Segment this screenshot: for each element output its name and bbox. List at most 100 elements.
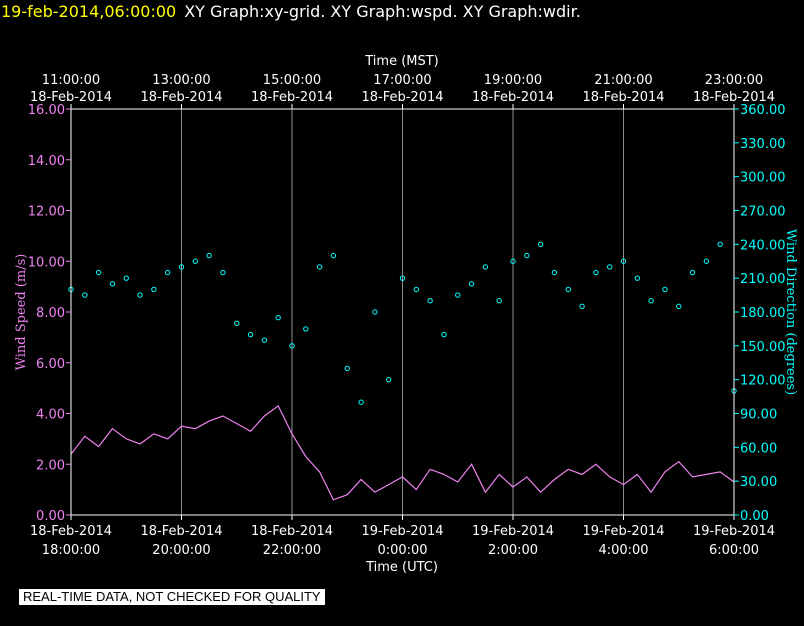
- axes: Time (MST) Time (UTC) Wind Speed (m/s) W…: [14, 54, 798, 575]
- right-tick-label: 120.00: [740, 374, 786, 389]
- wind-direction-point: [689, 269, 696, 276]
- wind-direction-point: [220, 269, 226, 276]
- bottom-tick-date: 18-Feb-2014: [30, 524, 112, 539]
- wind-direction-point: [593, 269, 599, 276]
- wind-direction-point: [137, 292, 143, 298]
- wind-direction-point: [289, 343, 295, 349]
- wind-direction-point: [496, 298, 502, 304]
- bottom-tick-time: 0:00:00: [377, 543, 427, 558]
- right-tick-label: 240.00: [740, 238, 786, 253]
- top-tick-date: 18-Feb-2014: [582, 90, 664, 105]
- wind-direction-point: [482, 264, 489, 270]
- bottom-axis-label: Time (UTC): [365, 560, 438, 575]
- wind-direction-point: [510, 258, 516, 264]
- left-tick-label: 14.00: [28, 154, 65, 169]
- left-tick-label: 12.00: [28, 205, 65, 220]
- wind-direction-point: [275, 314, 281, 321]
- wind-direction-point: [455, 292, 461, 298]
- header-datetime: 19-feb-2014,06:00:00: [1, 2, 177, 21]
- bottom-tick-time: 4:00:00: [598, 543, 648, 558]
- top-tick-date: 18-Feb-2014: [693, 90, 775, 105]
- wind-direction-point: [261, 337, 268, 343]
- wind-direction-point: [151, 286, 157, 293]
- wind-direction-point: [123, 275, 129, 281]
- wind-direction-point: [385, 376, 392, 383]
- wind-direction-point: [468, 281, 475, 287]
- wind-direction-point: [234, 320, 240, 326]
- right-tick-label: 360.00: [740, 103, 786, 118]
- bottom-tick-date: 18-Feb-2014: [140, 524, 222, 539]
- left-tick-label: 4.00: [36, 408, 65, 423]
- wind-direction-point: [676, 303, 682, 310]
- wind-direction-point: [95, 269, 102, 276]
- bottom-tick-date: 19-Feb-2014: [361, 524, 443, 539]
- wind-direction-point: [330, 252, 337, 259]
- wind-direction-point: [648, 298, 654, 304]
- wind-direction-point: [579, 303, 585, 310]
- header-graph-list: XY Graph:xy-grid. XY Graph:wspd. XY Grap…: [184, 2, 581, 21]
- left-tick-label: 0.00: [36, 509, 65, 524]
- right-tick-label: 30.00: [740, 475, 777, 490]
- top-tick-date: 18-Feb-2014: [251, 90, 333, 105]
- bottom-tick-date: 18-Feb-2014: [251, 524, 333, 539]
- left-axis-label: Wind Speed (m/s): [14, 254, 29, 371]
- bottom-tick-date: 19-Feb-2014: [582, 524, 664, 539]
- right-tick-label: 90.00: [740, 408, 777, 423]
- top-tick-time: 17:00:00: [373, 73, 431, 88]
- top-tick-time: 19:00:00: [484, 73, 542, 88]
- left-tick-label: 2.00: [36, 458, 65, 473]
- wind-direction-point: [524, 252, 530, 259]
- top-tick-date: 18-Feb-2014: [361, 90, 443, 105]
- wind-direction-point: [316, 264, 323, 270]
- top-tick-date: 18-Feb-2014: [472, 90, 554, 105]
- wind-direction-point: [358, 399, 364, 405]
- top-axis-label: Time (MST): [364, 54, 439, 69]
- top-tick-time: 15:00:00: [263, 73, 321, 88]
- wind-direction-point: [413, 286, 420, 293]
- wind-direction-point: [82, 292, 88, 298]
- bottom-tick-date: 19-Feb-2014: [693, 524, 775, 539]
- grid-lines: [70, 109, 735, 515]
- wind-direction-point: [427, 298, 433, 304]
- wind-direction-point: [178, 264, 185, 270]
- right-tick-label: 0.00: [740, 509, 769, 524]
- wind-direction-point: [703, 258, 710, 264]
- right-axis-label: Wind Direction (degrees): [783, 229, 798, 395]
- right-tick-label: 270.00: [740, 205, 786, 220]
- wind-direction-point: [620, 258, 627, 264]
- wind-direction-point: [537, 241, 544, 248]
- wind-direction-point: [303, 326, 309, 332]
- left-tick-label: 6.00: [36, 357, 65, 372]
- wind-direction-point: [192, 258, 199, 264]
- left-tick-label: 10.00: [28, 255, 65, 270]
- right-tick-label: 300.00: [740, 171, 786, 186]
- wind-direction-point: [399, 275, 406, 281]
- bottom-tick-time: 20:00:00: [152, 543, 210, 558]
- wind-direction-point: [164, 269, 171, 276]
- bottom-tick-time: 18:00:00: [42, 543, 100, 558]
- wind-direction-point: [247, 331, 254, 338]
- bottom-tick-time: 6:00:00: [709, 543, 759, 558]
- chart-header: 19-feb-2014,06:00:00 XY Graph:xy-grid. XY…: [0, 0, 581, 24]
- wind-direction-point: [606, 264, 613, 270]
- top-tick-time: 11:00:00: [42, 73, 100, 88]
- right-tick-label: 210.00: [740, 272, 786, 287]
- top-tick-time: 23:00:00: [705, 73, 763, 88]
- bottom-tick-time: 22:00:00: [263, 543, 321, 558]
- wind-direction-point: [109, 281, 116, 287]
- top-tick-date: 18-Feb-2014: [30, 90, 112, 105]
- wind-speed-line: [70, 404, 735, 501]
- top-tick-date: 18-Feb-2014: [140, 90, 222, 105]
- wind-direction-point: [344, 365, 350, 372]
- wind-direction-point: [717, 241, 723, 248]
- top-tick-time: 13:00:00: [152, 73, 210, 88]
- wind-direction-point: [372, 309, 378, 315]
- disclaimer-banner: REAL-TIME DATA, NOT CHECKED FOR QUALITY: [19, 589, 325, 605]
- left-tick-label: 8.00: [36, 306, 65, 321]
- bottom-tick-time: 2:00:00: [488, 543, 538, 558]
- right-tick-label: 150.00: [740, 340, 786, 355]
- bottom-tick-date: 19-Feb-2014: [472, 524, 554, 539]
- right-tick-label: 180.00: [740, 306, 786, 321]
- wind-direction-point: [565, 286, 571, 293]
- wind-direction-point: [662, 286, 668, 293]
